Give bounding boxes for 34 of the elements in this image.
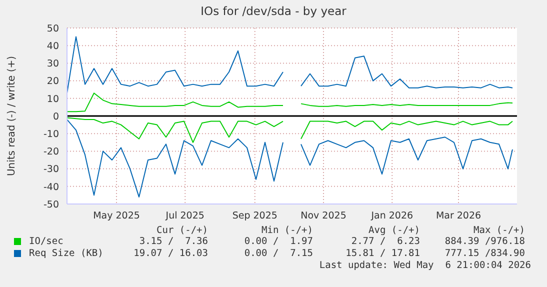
text: Cur (-/+) — [156, 225, 208, 236]
y-axis-title: Units read (-) / write (+) — [6, 56, 18, 176]
text: 2.77 / 6.23 — [351, 236, 420, 247]
text: Last update: Wed May 6 21:00:04 2026 — [319, 260, 531, 271]
x-tick-label: May 2025 — [93, 210, 140, 222]
legend-label: IO/sec — [28, 236, 64, 247]
x-tick-label: Jan 2026 — [370, 210, 414, 222]
y-tick-label: -10 — [43, 128, 59, 140]
y-tick-label: -30 — [43, 164, 59, 176]
text: Max (-/+) — [474, 225, 525, 236]
x-tick-label: Jul 2025 — [164, 210, 204, 222]
y-tick-label: 0 — [52, 111, 59, 122]
legend-label: Req Size (KB) — [28, 248, 104, 259]
text: 15.81 / 17.81 — [346, 248, 420, 259]
x-tick-label: Nov 2025 — [300, 210, 346, 222]
text: Avg (-/+) — [368, 225, 420, 236]
y-tick-label: 30 — [46, 58, 59, 70]
y-tick-label: 10 — [46, 94, 59, 105]
text: 884.39 /976.18 — [444, 236, 525, 247]
y-tick-label: -40 — [43, 182, 59, 193]
y-tick-label: -50 — [43, 199, 59, 210]
text: Min (-/+) — [262, 225, 313, 236]
y-tick-label: 50 — [46, 23, 59, 34]
text: 19.07 / 16.03 — [134, 248, 208, 259]
text: 0.00 / 1.97 — [244, 236, 313, 247]
x-tick-label: Sep 2025 — [232, 210, 278, 222]
text: 0.00 / 7.15 — [244, 248, 313, 259]
text: 777.15 /834.90 — [444, 248, 525, 259]
y-tick-label: 20 — [46, 76, 59, 88]
text: 3.15 / 7.36 — [139, 236, 208, 247]
chart-title: IOs for /dev/sda - by year — [200, 4, 348, 18]
y-tick-label: 40 — [46, 40, 59, 52]
y-tick-label: -20 — [43, 146, 59, 158]
x-tick-label: Mar 2026 — [436, 210, 482, 222]
